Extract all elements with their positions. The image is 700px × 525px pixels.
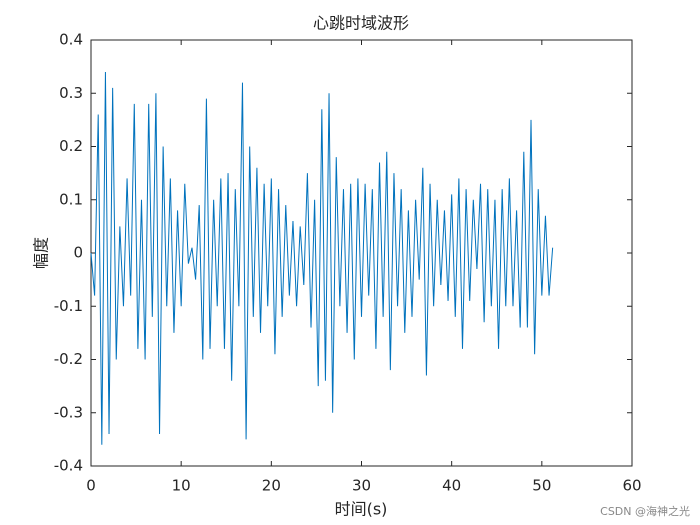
x-axis-label: 时间(s) (335, 500, 388, 519)
y-tick-label: 0.4 (59, 31, 83, 49)
y-tick-label: 0.3 (59, 84, 83, 102)
y-tick-label: 0.1 (59, 190, 83, 208)
y-tick-label: 0.2 (59, 137, 83, 155)
data-line (90, 71, 554, 445)
x-tick-label: 0 (86, 477, 96, 495)
x-tick-label: 20 (262, 477, 281, 495)
y-tick-label: -0.4 (54, 457, 83, 475)
y-tick-label: 0 (73, 244, 83, 262)
chart-title: 心跳时域波形 (313, 14, 409, 33)
x-tick-label: 40 (442, 477, 461, 495)
x-tick-label: 30 (352, 477, 371, 495)
x-tick-label: 60 (622, 477, 641, 495)
y-tick-label: -0.2 (54, 350, 83, 368)
y-axis-label: 幅度 (32, 237, 51, 269)
x-tick-label: 10 (172, 477, 191, 495)
x-tick-label: 50 (532, 477, 551, 495)
y-tick-label: -0.1 (54, 297, 83, 315)
y-tick-label: -0.3 (54, 403, 83, 421)
watermark: CSDN @海神之光 (600, 504, 690, 518)
